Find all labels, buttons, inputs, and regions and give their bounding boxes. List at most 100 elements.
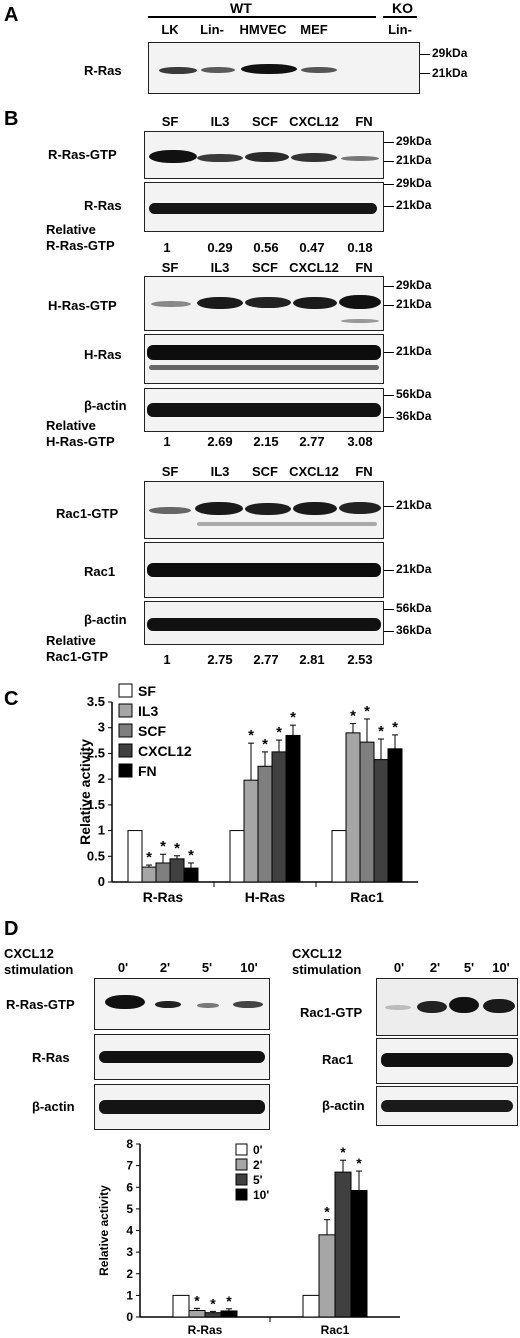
lane-header: IL3 — [210, 260, 230, 275]
blot-band — [151, 301, 191, 307]
relative-value: 2.53 — [347, 652, 373, 667]
x-category-label: Rac1 — [350, 889, 384, 905]
mw-marker: 56kDa — [396, 601, 432, 615]
stim-label: CXCL12 — [4, 946, 54, 961]
y-tick-label: 5 — [126, 1202, 133, 1216]
bar — [188, 1310, 206, 1318]
bar — [331, 830, 347, 883]
significance-asterisk: * — [276, 724, 282, 741]
bar — [204, 1312, 222, 1318]
row-label: Rac1 — [322, 1052, 354, 1067]
relative-value: 2.15 — [253, 434, 279, 449]
row-label: β-actin — [84, 612, 127, 627]
bar — [345, 732, 361, 883]
western-blot-h-ras-gtp — [144, 276, 384, 331]
western-blot-d-rac1-total — [376, 1038, 518, 1084]
mw-marker: 21kDa — [396, 153, 432, 167]
blot-band — [339, 502, 381, 514]
bar — [359, 741, 375, 883]
significance-asterisk: * — [324, 1204, 330, 1220]
y-tick-label: 2.5 — [87, 745, 105, 760]
mw-tick — [384, 142, 394, 143]
mw-marker: 29kDa — [432, 46, 468, 60]
significance-asterisk: * — [160, 838, 166, 855]
relative-label: Relative — [46, 222, 96, 237]
bar — [127, 830, 143, 883]
lane-header: Lin- — [388, 22, 412, 37]
legend-label: 10' — [253, 1188, 269, 1202]
mw-marker: 36kDa — [396, 623, 432, 637]
significance-asterisk: * — [350, 708, 356, 725]
legend-label: 2' — [253, 1158, 263, 1172]
lane-header: IL3 — [210, 114, 230, 129]
blot-band — [245, 152, 289, 162]
significance-asterisk: * — [226, 1293, 232, 1309]
blot-band — [381, 1100, 513, 1112]
blot-band — [159, 67, 197, 74]
blot-band — [339, 295, 381, 309]
mw-marker: 21kDa — [396, 498, 432, 512]
blot-band — [195, 502, 243, 515]
bar-chart-d: 0 1 2 3 4 5 6 7 8 Relative activity R-Ras Rac1 * * * * *… — [97, 1137, 400, 1337]
blot-band — [483, 999, 515, 1013]
legend-swatch — [118, 723, 133, 738]
time-header: 2' — [429, 960, 441, 975]
mw-tick — [384, 631, 394, 632]
blot-band — [149, 365, 379, 370]
y-tick-label: 3 — [126, 1245, 133, 1259]
legend-swatch — [118, 743, 133, 758]
western-blot-rac1-gtp — [144, 481, 384, 539]
mw-tick — [384, 395, 394, 396]
blot-band — [449, 997, 479, 1013]
stim-label: stimulation — [4, 962, 74, 977]
western-blot-rac1-actin — [144, 601, 384, 645]
significance-asterisk: * — [262, 736, 268, 753]
mw-marker: 56kDa — [396, 387, 432, 401]
lane-header: SF — [161, 464, 179, 479]
bar — [318, 1234, 336, 1318]
blot-band — [155, 1001, 181, 1008]
significance-asterisk: * — [340, 1144, 346, 1160]
row-label: R-Ras — [84, 198, 122, 213]
lane-header: Lin- — [200, 22, 224, 37]
row-label: H-Ras — [84, 347, 122, 362]
bar — [373, 759, 389, 883]
relative-value: 2.81 — [299, 652, 325, 667]
y-axis-label: Relative activity — [97, 1185, 111, 1276]
relative-value: 2.75 — [207, 652, 233, 667]
legend-swatch — [118, 683, 133, 698]
blot-band — [149, 203, 377, 214]
time-header: 5' — [463, 960, 475, 975]
panel-c-letter: C — [4, 688, 19, 710]
row-label: R-Ras — [32, 1050, 70, 1065]
x-category-label: R-Ras — [188, 1323, 223, 1337]
mw-marker: 21kDa — [396, 297, 432, 311]
time-header: 5' — [201, 960, 213, 975]
blot-band — [233, 1001, 263, 1008]
lane-header: CXCL12 — [289, 114, 339, 129]
lane-header: IL3 — [210, 464, 230, 479]
row-label: β-actin — [84, 398, 127, 413]
x-category-label: Rac1 — [321, 1323, 350, 1337]
time-header: 0' — [117, 960, 129, 975]
y-tick-label: 4 — [126, 1224, 133, 1238]
y-axis-label: Relative activity — [77, 739, 93, 845]
blot-band — [417, 1001, 447, 1013]
lane-header: FN — [355, 260, 373, 275]
mw-marker: 29kDa — [396, 278, 432, 292]
mw-marker: 21kDa — [396, 562, 432, 576]
time-header: 10' — [240, 960, 258, 975]
panel-a-letter: A — [4, 4, 19, 26]
bar — [271, 751, 287, 883]
significance-asterisk: * — [194, 1292, 200, 1308]
time-header: 2' — [159, 960, 171, 975]
lane-header: FN — [355, 464, 373, 479]
blot-band — [99, 1051, 265, 1063]
bar — [334, 1171, 352, 1318]
mw-tick — [384, 305, 394, 306]
legend-swatch — [235, 1143, 248, 1156]
row-label: R-Ras-GTP — [6, 997, 75, 1012]
bar — [183, 867, 199, 883]
bar — [220, 1310, 238, 1318]
significance-asterisk: * — [146, 849, 152, 866]
